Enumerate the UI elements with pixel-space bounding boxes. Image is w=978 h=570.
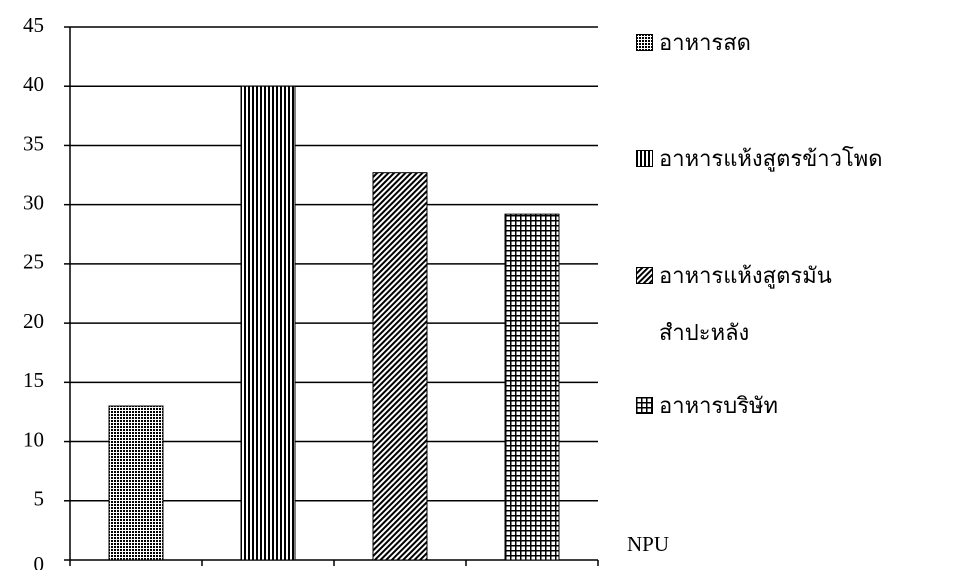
legend-label: อาหารแห้งสูตรมัน สำปะหลัง: [659, 263, 832, 345]
y-tick-label: 35: [23, 131, 44, 155]
y-tick-label: 40: [23, 72, 44, 96]
legend-swatch: [636, 150, 653, 167]
legend-label: อาหารแห้งสูตรข้าวโพด: [659, 146, 883, 171]
y-tick-label: 20: [23, 309, 44, 333]
legend-swatch-fill: [636, 34, 653, 51]
legend-swatch: [636, 397, 653, 414]
y-tick-label: 10: [23, 427, 44, 451]
bar: [240, 85, 296, 561]
legend-swatch-fill: [636, 397, 653, 414]
y-tick-label: 45: [23, 13, 44, 37]
bar: [504, 213, 560, 561]
legend-label: อาหารบริษัท: [659, 393, 779, 418]
y-tick-label: 30: [23, 190, 44, 214]
legend-swatch: [636, 267, 653, 284]
y-tick-label: 5: [34, 487, 45, 511]
y-tick-label: 0: [34, 552, 45, 570]
legend-item: อาหารบริษัท: [636, 377, 966, 434]
legend-item: อาหารสด: [636, 14, 966, 71]
legend-label: อาหารสด: [659, 30, 751, 55]
bar: [108, 405, 164, 561]
legend-swatch: [636, 34, 653, 51]
bar: [372, 172, 428, 561]
legend-swatch-fill: [636, 267, 653, 284]
legend-swatch-fill: [636, 150, 653, 167]
y-tick-label: 25: [23, 250, 44, 274]
legend-item: อาหารแห้งสูตรข้าวโพด: [636, 130, 966, 187]
x-axis-label: NPU: [627, 532, 669, 556]
y-tick-label: 15: [23, 368, 44, 392]
legend-item: อาหารแห้งสูตรมัน สำปะหลัง: [636, 247, 966, 361]
